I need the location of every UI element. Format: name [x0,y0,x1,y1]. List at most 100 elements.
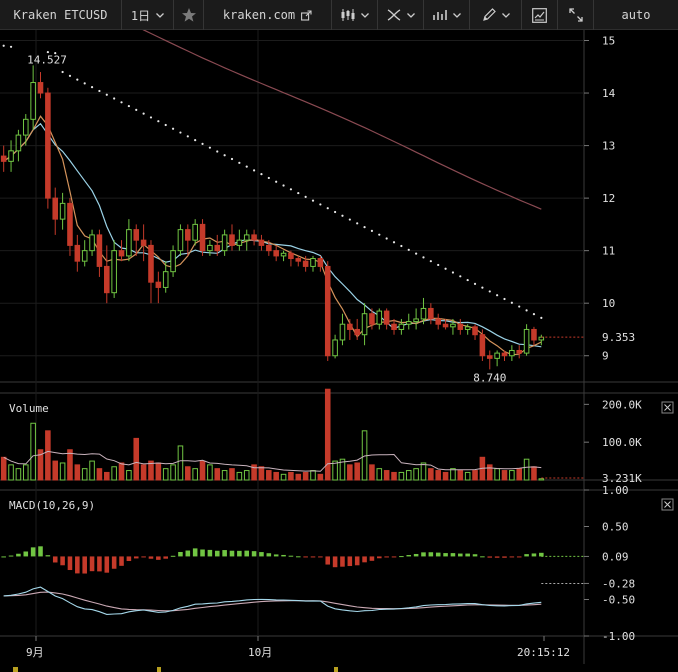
candle[interactable] [22,114,29,146]
indicators-dropdown[interactable] [378,0,424,30]
candle[interactable] [258,234,265,251]
candle[interactable] [516,345,523,359]
candle[interactable] [74,234,81,272]
candle[interactable] [509,345,515,361]
candle[interactable] [310,255,316,272]
candle[interactable] [273,245,279,262]
candle[interactable] [67,198,73,256]
candle[interactable] [243,229,250,251]
compare-dropdown[interactable] [424,0,470,30]
candle[interactable] [89,229,95,256]
macd-close-button[interactable] [661,498,674,511]
candle[interactable] [339,313,346,346]
favorite-button[interactable] [174,0,204,30]
macd-signal-line [3,591,542,612]
candle[interactable] [140,224,147,262]
candle[interactable] [199,219,206,256]
candle[interactable] [288,250,294,267]
candle[interactable] [302,255,309,272]
candle[interactable] [221,229,228,256]
candle[interactable] [405,313,412,330]
candle[interactable] [391,318,397,335]
candle[interactable] [45,87,51,209]
candle[interactable] [185,224,191,256]
volume-close-button[interactable] [661,401,674,414]
candle[interactable] [332,334,338,359]
candle[interactable] [398,318,405,335]
candle[interactable] [538,334,545,346]
candle[interactable] [177,224,184,256]
candle[interactable] [494,350,500,367]
candle[interactable] [229,224,235,251]
chart-settings-button[interactable] [522,0,558,30]
candle[interactable] [8,140,14,172]
candle[interactable] [81,240,88,267]
candle[interactable] [354,318,360,340]
candle[interactable] [214,234,221,256]
candle[interactable] [472,324,478,340]
candle[interactable] [428,303,434,325]
candle[interactable] [450,318,456,335]
price-panel[interactable]: 14.527 8.740 [0,30,584,384]
sar-dot [9,45,13,48]
volume-panel[interactable]: Volume [0,388,674,481]
candle[interactable] [347,318,353,340]
sar-dot [378,233,381,236]
sar-dot [400,244,403,248]
candle[interactable] [37,72,44,99]
candle[interactable] [501,350,508,361]
candle[interactable] [280,250,287,262]
fullscreen-button[interactable] [558,0,594,30]
candle[interactable] [170,245,176,277]
candle[interactable] [464,324,471,335]
time-axis[interactable]: 9月 10月 20:15:12 [0,636,678,672]
symbol-button[interactable]: Kraken ETCUSD [0,0,122,30]
volume-bar [472,470,478,481]
candle[interactable] [118,240,125,262]
candle[interactable] [52,187,59,235]
chart-type-dropdown[interactable] [332,0,378,30]
candle[interactable] [236,229,243,251]
scale-mode-button[interactable]: auto [594,0,678,30]
interval-dropdown[interactable]: 1日 [122,0,174,30]
candle[interactable] [324,261,331,361]
price-tick-label: 14 [602,87,616,100]
candle[interactable] [133,224,140,256]
candle[interactable] [376,308,383,330]
candle[interactable] [479,329,486,361]
candle[interactable] [317,255,324,272]
candle[interactable] [126,219,132,262]
candle[interactable] [162,261,169,293]
candle[interactable] [413,308,419,330]
candle[interactable] [457,318,464,335]
candle[interactable] [207,240,213,256]
drawing-tools-dropdown[interactable] [470,0,522,30]
candle[interactable] [266,240,272,256]
site-link[interactable]: kraken.com [204,0,332,30]
candle[interactable] [155,271,162,304]
candle[interactable] [251,229,257,246]
candle[interactable] [442,318,449,330]
scroll-track[interactable] [0,664,678,672]
candle[interactable] [361,303,368,346]
candle[interactable] [192,219,198,246]
candle[interactable] [295,255,302,267]
candle[interactable] [369,308,375,330]
candle[interactable] [435,313,441,330]
macd-panel[interactable]: MACD(10,26,9) [1,498,674,615]
candle[interactable] [104,245,110,304]
candle[interactable] [0,145,7,172]
candle[interactable] [96,229,103,277]
candle[interactable] [30,65,36,130]
candle[interactable] [383,308,390,330]
candle[interactable] [420,297,427,325]
candle[interactable] [148,240,154,304]
candle[interactable] [486,350,493,370]
candle[interactable] [59,192,66,230]
candle[interactable] [531,326,537,346]
candle[interactable] [15,129,22,162]
candle[interactable] [523,324,530,356]
candle[interactable] [111,240,117,298]
candle-body [177,229,184,252]
